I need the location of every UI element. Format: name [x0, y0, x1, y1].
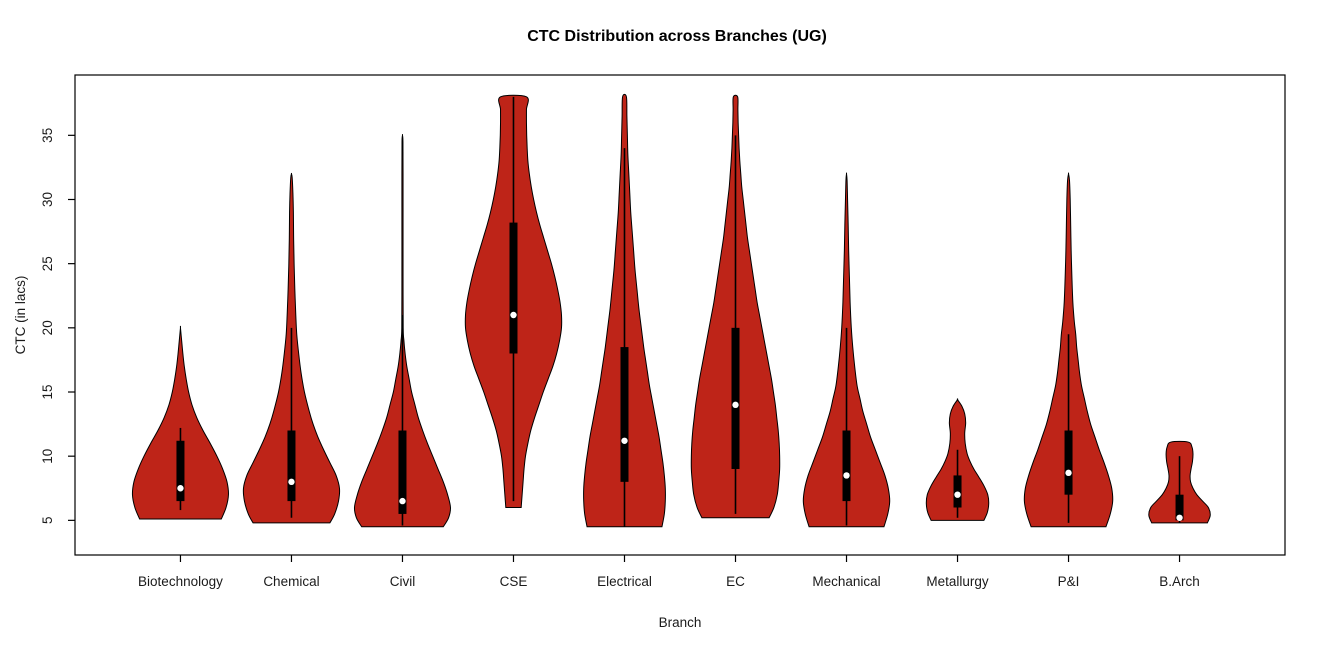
iqr-box: [509, 222, 518, 354]
y-tick-label: 20: [40, 320, 55, 335]
median-dot: [1065, 469, 1072, 477]
x-category-label: B.Arch: [1159, 574, 1200, 589]
x-category-label: EC: [726, 574, 745, 589]
x-category-label: Biotechnology: [138, 574, 223, 589]
median-dot: [621, 437, 628, 444]
y-tick-label: 35: [40, 128, 55, 143]
x-axis-label: Branch: [659, 615, 702, 630]
plot-border: [74, 74, 1286, 556]
iqr-box: [620, 347, 629, 482]
iqr-box: [398, 430, 407, 514]
plot-area: 5 10 15 20 25 30 35 Biotechnology Chemical Civil C…: [40, 74, 1286, 589]
median-dot: [843, 472, 850, 479]
x-category-label: Chemical: [263, 574, 319, 589]
chart-title: CTC Distribution across Branches (UG): [527, 28, 827, 45]
median-dot: [732, 401, 739, 409]
y-axis-label: CTC (in lacs): [13, 276, 28, 355]
median-dot: [288, 478, 295, 486]
iqr-box: [842, 430, 851, 502]
x-category-label: Metallurgy: [926, 574, 989, 589]
iqr-box: [953, 475, 962, 508]
x-category-label: CSE: [500, 574, 528, 589]
median-dot: [510, 311, 517, 319]
iqr-box: [176, 440, 185, 502]
violin-body: [131, 325, 229, 520]
median-dot: [177, 485, 184, 492]
iqr-box: [1175, 494, 1184, 521]
y-tick-label: 5: [40, 517, 55, 525]
x-category-label: Electrical: [597, 574, 652, 589]
y-tick-label: 30: [40, 192, 55, 207]
median-dot: [399, 497, 406, 505]
y-tick-label: 10: [40, 449, 55, 464]
x-category-label: Civil: [390, 574, 416, 589]
median-dot: [1176, 514, 1183, 521]
iqr-box: [731, 327, 740, 470]
median-dot: [954, 491, 961, 498]
y-tick-label: 15: [40, 384, 55, 399]
y-tick-label: 25: [40, 256, 55, 271]
x-category-label: P&I: [1058, 574, 1080, 589]
iqr-box: [287, 430, 296, 502]
iqr-box: [1064, 430, 1073, 495]
x-category-label: Mechanical: [812, 574, 880, 589]
